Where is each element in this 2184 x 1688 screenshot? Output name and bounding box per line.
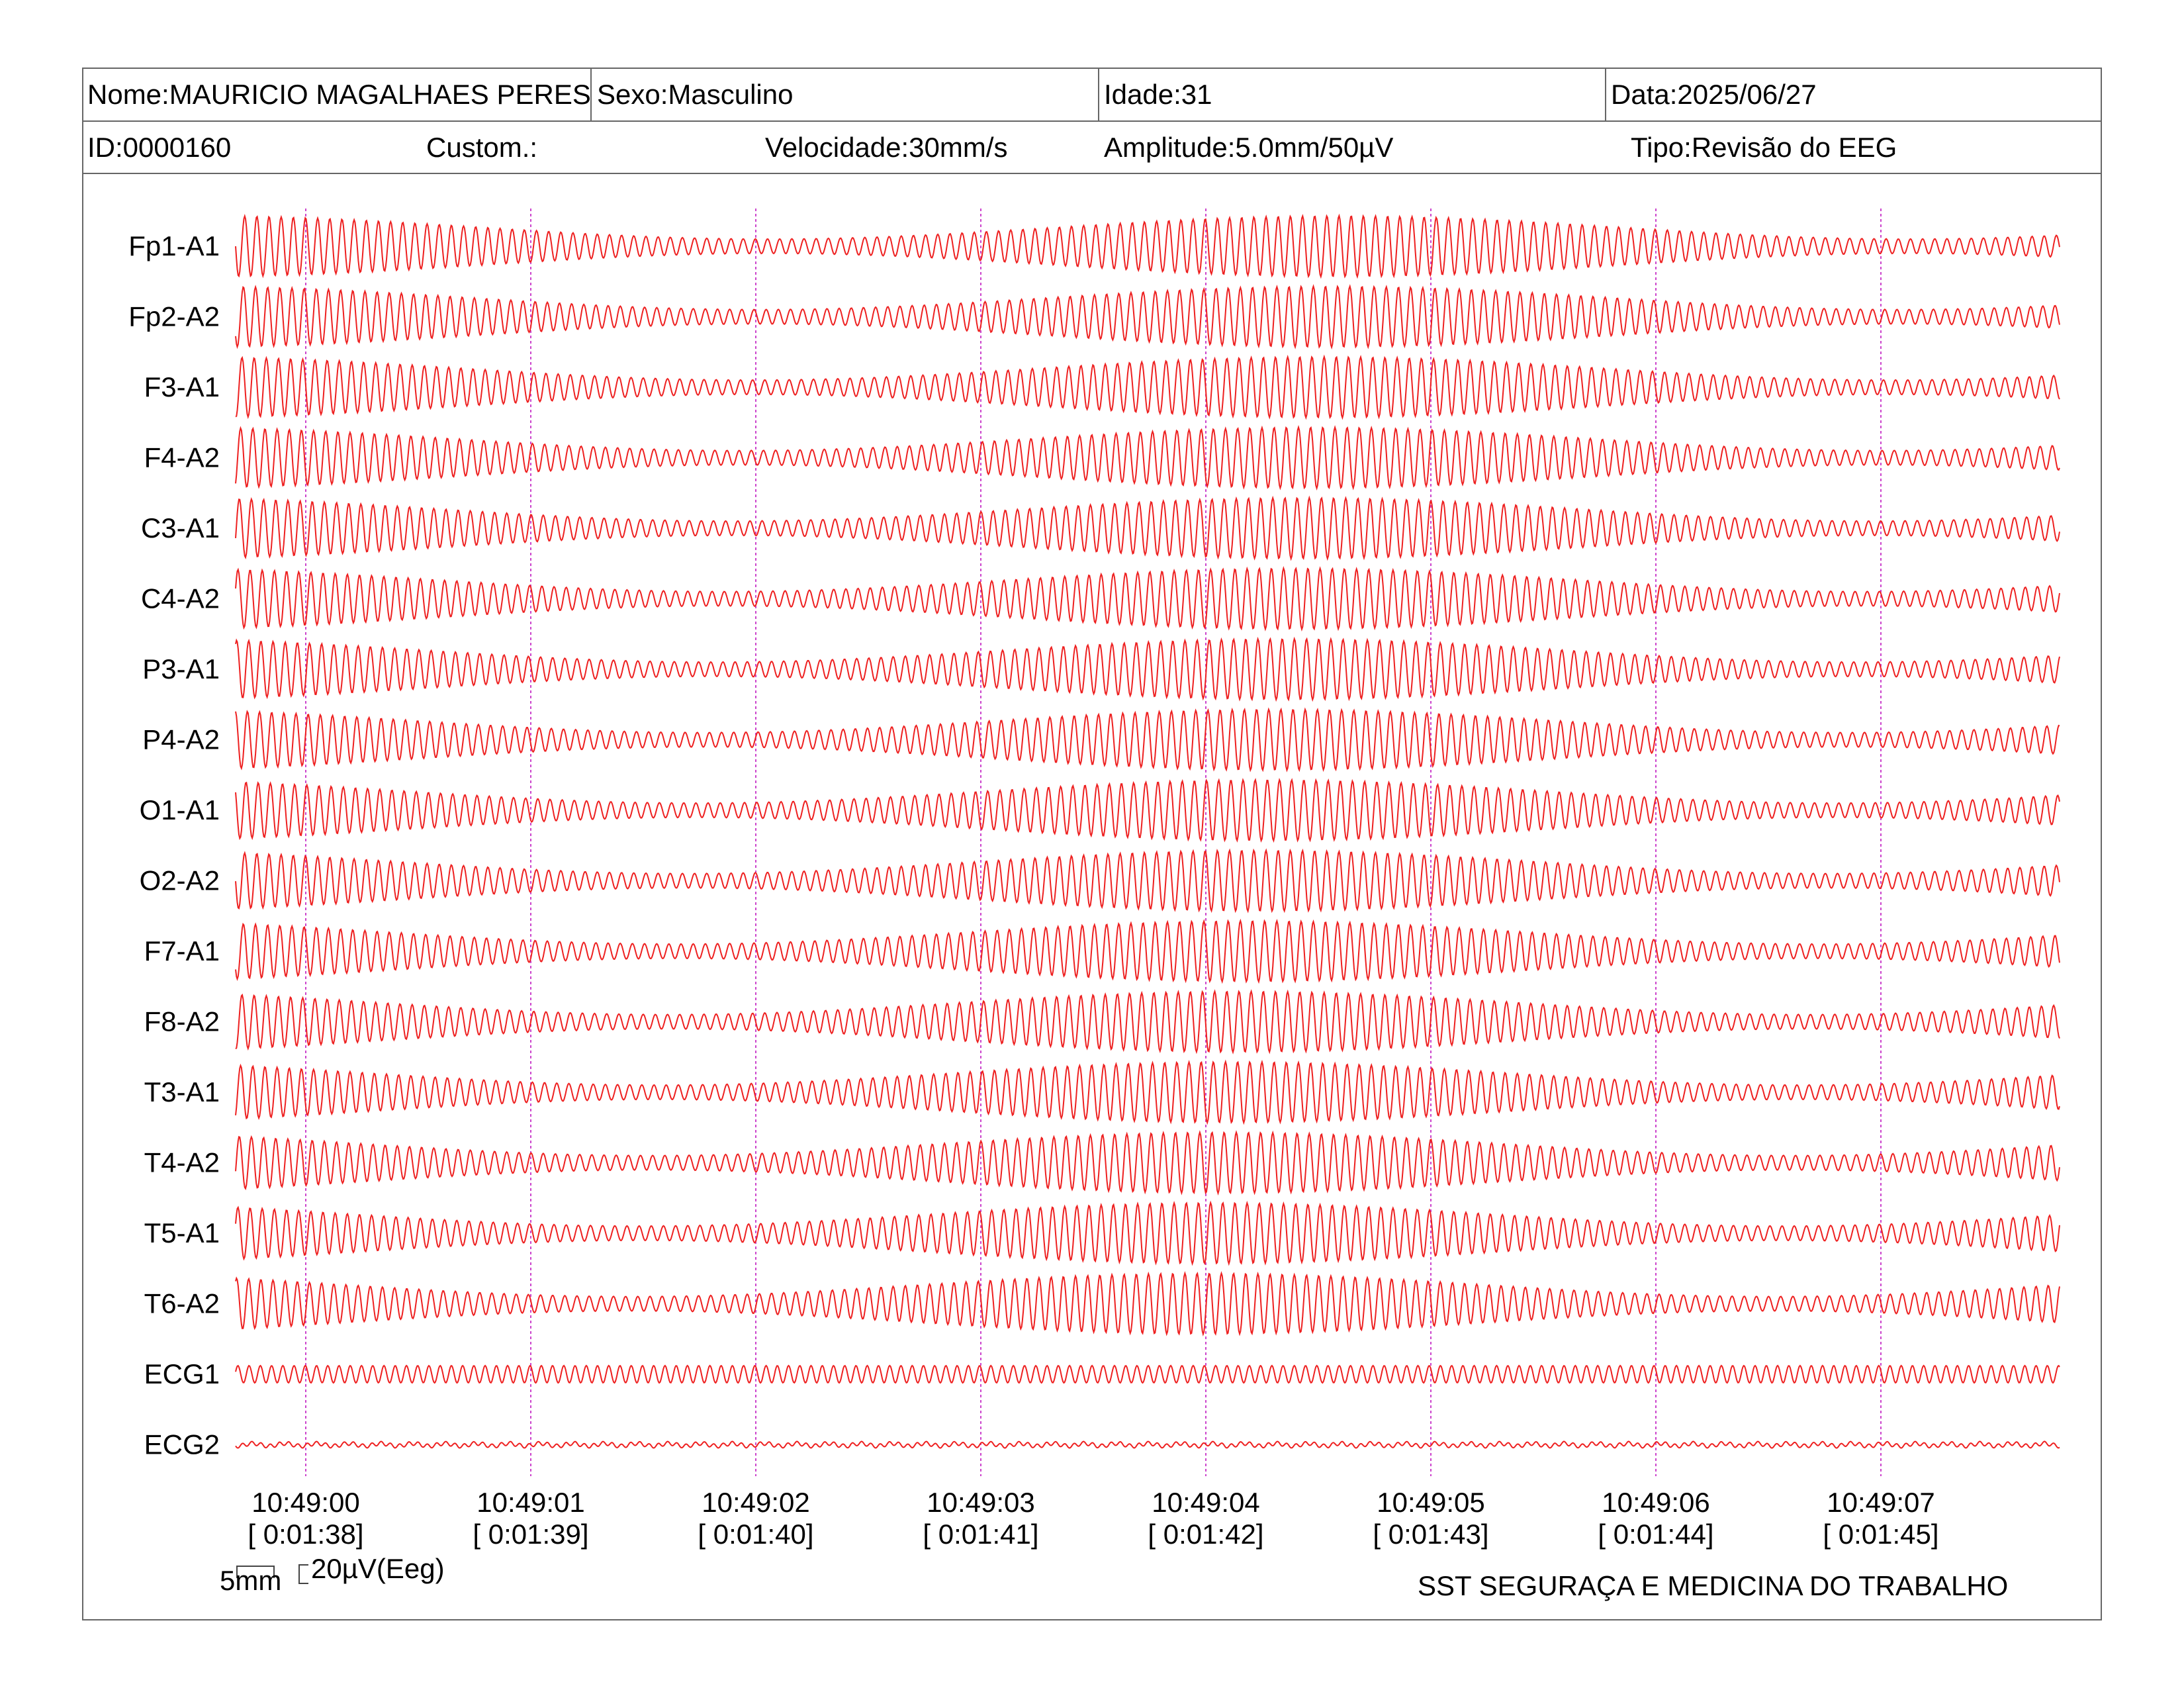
eeg-trace xyxy=(235,1059,2060,1125)
eeg-trace xyxy=(235,1364,2060,1384)
amplitude-setting: Amplitude:5.0mm/50µV xyxy=(1104,131,1394,163)
eeg-trace xyxy=(235,918,2060,984)
time-clock-label: 10:49:04 xyxy=(1152,1487,1260,1518)
patient-sex: Sexo:Masculino xyxy=(597,79,794,110)
channel-label: C3-A1 xyxy=(141,512,220,543)
time-clock-label: 10:49:05 xyxy=(1377,1487,1485,1518)
channel-label: F7-A1 xyxy=(144,935,220,966)
channel-label: C4-A2 xyxy=(141,583,220,614)
eeg-trace xyxy=(235,424,2060,491)
header-divider xyxy=(590,69,592,122)
time-elapsed-label: [ 0:01:44] xyxy=(1598,1519,1713,1550)
channel-label: T5-A1 xyxy=(144,1217,220,1248)
exam-date: Data:2025/06/27 xyxy=(1611,79,1817,110)
eeg-trace xyxy=(235,1440,2060,1449)
header-row-1: Nome:MAURICIO MAGALHAES PERES Sexo:Mascu… xyxy=(83,69,2101,122)
channel-label: P4-A2 xyxy=(142,724,220,755)
time-clock-label: 10:49:00 xyxy=(251,1487,360,1518)
time-elapsed-label: [ 0:01:41] xyxy=(923,1519,1038,1550)
report-frame: Nome:MAURICIO MAGALHAES PERES Sexo:Mascu… xyxy=(82,68,2102,1620)
speed-setting: Velocidade:30mm/s xyxy=(765,131,1008,163)
channel-label: O1-A1 xyxy=(140,794,220,825)
eeg-trace xyxy=(235,989,2060,1055)
time-scale-bar xyxy=(236,1566,275,1578)
channel-label: T4-A2 xyxy=(144,1147,220,1178)
eeg-trace xyxy=(235,213,2060,279)
channel-label: P3-A1 xyxy=(142,653,220,684)
patient-name: Nome:MAURICIO MAGALHAES PERES xyxy=(87,79,591,110)
time-elapsed-label: [ 0:01:43] xyxy=(1373,1519,1488,1550)
company-footer: SST SEGURAÇA E MEDICINA DO TRABALHO xyxy=(1418,1570,2009,1601)
channel-label: Fp1-A1 xyxy=(128,230,220,261)
channel-label: O2-A2 xyxy=(140,865,220,896)
time-clock-label: 10:49:06 xyxy=(1602,1487,1710,1518)
eeg-trace xyxy=(235,354,2060,420)
channel-label: ECG2 xyxy=(144,1429,220,1460)
patient-age: Idade:31 xyxy=(1104,79,1212,110)
channel-label: Fp2-A2 xyxy=(128,301,220,332)
eeg-trace xyxy=(235,707,2060,773)
eeg-trace xyxy=(235,636,2060,702)
time-scale-label: 5mm xyxy=(220,1565,282,1596)
channel-label: T6-A2 xyxy=(144,1288,220,1319)
time-elapsed-label: [ 0:01:42] xyxy=(1148,1519,1263,1550)
patient-id: ID:0000160 xyxy=(87,131,232,163)
custom-field: Custom.: xyxy=(426,131,538,163)
time-clock-label: 10:49:02 xyxy=(702,1487,810,1518)
eeg-trace xyxy=(235,1271,2060,1336)
amplitude-scale-bar xyxy=(298,1564,308,1584)
eeg-trace xyxy=(235,566,2060,632)
time-clock-label: 10:49:03 xyxy=(927,1487,1035,1518)
time-elapsed-label: [ 0:01:38] xyxy=(248,1519,363,1550)
eeg-trace xyxy=(235,1200,2060,1266)
header-divider xyxy=(1098,69,1099,122)
time-clock-label: 10:49:07 xyxy=(1827,1487,1935,1518)
eeg-trace xyxy=(235,495,2060,561)
header-divider xyxy=(1605,69,1606,122)
channel-label: T3-A1 xyxy=(144,1076,220,1107)
channel-label: F8-A2 xyxy=(144,1006,220,1037)
time-clock-label: 10:49:01 xyxy=(477,1487,585,1518)
amplitude-scale-label: 20µV(Eeg) xyxy=(311,1553,445,1584)
exam-type: Tipo:Revisão do EEG xyxy=(1631,131,1897,163)
header-row-2: ID:0000160 Custom.: Velocidade:30mm/s Am… xyxy=(83,122,2101,174)
eeg-trace xyxy=(235,778,2060,843)
time-elapsed-label: [ 0:01:39] xyxy=(473,1519,588,1550)
time-elapsed-label: [ 0:01:45] xyxy=(1823,1519,1938,1550)
channel-label: F4-A2 xyxy=(144,442,220,473)
channel-label: F3-A1 xyxy=(144,371,220,402)
time-elapsed-label: [ 0:01:40] xyxy=(698,1519,813,1550)
eeg-trace xyxy=(235,284,2060,350)
eeg-trace xyxy=(235,1130,2060,1196)
channel-label: ECG1 xyxy=(144,1358,220,1389)
eeg-trace xyxy=(235,848,2060,914)
